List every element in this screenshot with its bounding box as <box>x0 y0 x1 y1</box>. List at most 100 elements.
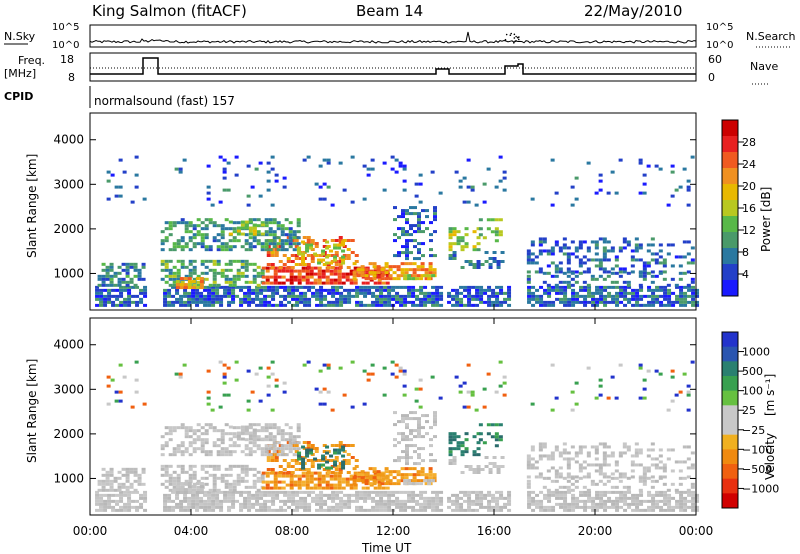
power-cell <box>195 288 200 292</box>
power-cell <box>309 266 314 270</box>
power-cell <box>351 294 356 298</box>
velocity-cell <box>674 460 679 464</box>
power-cell <box>176 221 181 225</box>
velocity-cell <box>391 490 396 494</box>
power-cell <box>297 269 302 273</box>
velocity-cell <box>119 505 124 509</box>
velocity-cell <box>240 437 245 441</box>
power-cell <box>341 261 346 265</box>
power-cell <box>335 300 340 304</box>
velocity-cell <box>435 505 440 509</box>
velocity-cell <box>691 496 696 500</box>
power-cell <box>168 271 173 275</box>
power-cell <box>319 303 324 307</box>
power-cell <box>372 277 377 281</box>
velocity-cell <box>599 502 604 506</box>
velocity-cell <box>352 467 357 471</box>
velocity-cell <box>313 477 318 481</box>
power-cell <box>284 233 289 237</box>
velocity-cell <box>289 483 294 487</box>
velocity-cell <box>488 461 493 465</box>
power-cell <box>471 303 476 307</box>
velocity-cell <box>246 408 251 412</box>
power-cell <box>119 285 124 289</box>
power-cell <box>208 218 213 222</box>
power-cell <box>192 283 197 287</box>
velocity-cell <box>335 496 340 500</box>
power-cell <box>160 262 165 266</box>
power-cell <box>288 230 293 234</box>
velocity-cell <box>306 443 311 447</box>
velocity-cell <box>164 444 169 448</box>
power-cell <box>109 283 114 287</box>
power-cell <box>283 294 288 298</box>
power-cell <box>232 283 237 287</box>
power-cell <box>475 303 480 307</box>
power-cell <box>204 227 209 231</box>
velocity-cell <box>365 471 370 475</box>
power-cell <box>335 288 340 292</box>
power-cell <box>216 248 221 252</box>
velocity-cell <box>467 496 472 500</box>
power-cell <box>207 285 212 289</box>
velocity-cell <box>160 447 165 451</box>
power-cell <box>282 262 287 266</box>
power-cell <box>646 264 651 268</box>
power-cell <box>594 246 599 250</box>
power-cell <box>235 294 240 298</box>
velocity-cell <box>662 466 667 470</box>
velocity-cell <box>359 496 364 500</box>
power-cell <box>164 221 169 225</box>
power-cell <box>413 257 417 261</box>
velocity-cell <box>272 444 277 448</box>
power-cell <box>291 303 296 307</box>
velocity-cell <box>399 499 404 503</box>
velocity-cell <box>456 447 461 451</box>
velocity-cell <box>234 360 239 364</box>
power-cell <box>309 269 314 273</box>
power-cell <box>499 300 504 304</box>
power-cell <box>192 259 197 263</box>
velocity-cell <box>118 399 123 403</box>
power-cell <box>315 288 320 292</box>
power-cell <box>563 285 568 289</box>
power-cell <box>275 291 280 295</box>
velocity-cell <box>215 502 220 506</box>
velocity-cell <box>133 467 138 471</box>
velocity-cell <box>375 508 380 512</box>
velocity-cell <box>642 396 647 400</box>
velocity-cell <box>172 476 177 480</box>
velocity-cell <box>527 499 532 503</box>
power-cell <box>270 203 275 207</box>
power-cell <box>164 239 169 243</box>
velocity-cell <box>244 464 249 468</box>
velocity-cell <box>638 366 643 370</box>
velocity-cell <box>236 431 241 435</box>
power-cell <box>184 227 189 231</box>
velocity-cell <box>405 438 409 442</box>
power-cell <box>417 215 421 219</box>
power-cell <box>403 285 408 289</box>
velocity-cell <box>274 449 279 453</box>
velocity-cell <box>686 475 691 479</box>
power-cell <box>405 230 409 234</box>
velocity-cell <box>654 479 659 483</box>
velocity-cell <box>409 438 413 442</box>
velocity-cell <box>167 508 172 512</box>
velocity-cell <box>562 476 567 480</box>
power-cell <box>178 170 183 174</box>
velocity-cell <box>413 450 417 454</box>
velocity-cell <box>305 448 310 452</box>
power-cell <box>291 285 296 289</box>
velocity-cell <box>420 470 425 474</box>
velocity-cell <box>594 469 599 473</box>
velocity-cell <box>415 502 420 506</box>
velocity-cell <box>403 505 408 509</box>
power-cell <box>448 233 453 237</box>
power-cell <box>578 258 583 262</box>
power-cell <box>329 261 334 265</box>
velocity-cell <box>315 502 320 506</box>
power-cell <box>622 267 627 271</box>
velocity-cell <box>455 508 460 512</box>
velocity-cell <box>683 502 688 506</box>
